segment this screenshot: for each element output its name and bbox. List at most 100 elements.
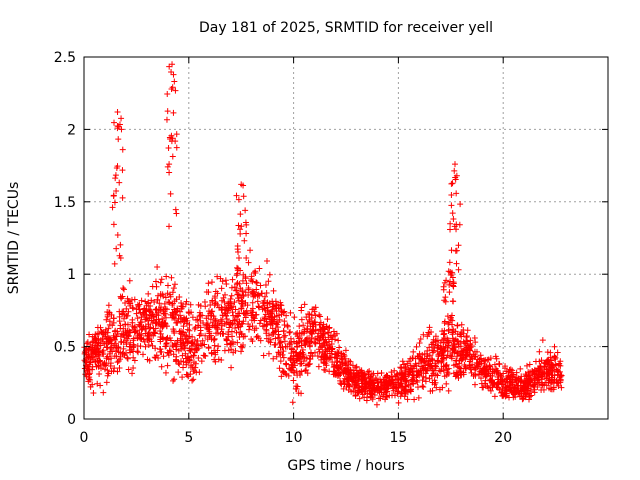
data-point <box>467 356 474 363</box>
data-point <box>410 374 417 381</box>
data-point <box>256 320 263 327</box>
peak-point <box>448 247 455 254</box>
data-point <box>286 365 293 372</box>
data-point <box>93 337 100 344</box>
data-point <box>170 377 177 384</box>
data-point <box>523 362 530 369</box>
data-point <box>261 297 268 304</box>
peak-point <box>445 321 452 328</box>
data-point <box>221 304 228 311</box>
peak-point <box>448 202 455 209</box>
data-point <box>490 381 497 388</box>
data-point <box>223 280 230 287</box>
data-point <box>90 389 97 396</box>
data-point <box>320 336 327 343</box>
data-point <box>298 330 305 337</box>
peak-point <box>451 223 458 230</box>
data-point <box>402 371 409 378</box>
data-point <box>103 340 110 347</box>
data-point <box>138 297 145 304</box>
data-point <box>477 352 484 359</box>
data-point <box>414 384 421 391</box>
data-point <box>328 341 335 348</box>
data-point <box>219 312 226 319</box>
peak-point <box>449 210 456 217</box>
data-point <box>199 337 206 344</box>
data-point <box>173 346 180 353</box>
peak-point <box>173 131 180 138</box>
data-point <box>455 338 462 345</box>
peak-point <box>440 331 447 338</box>
data-point <box>403 383 410 390</box>
data-point <box>137 319 144 326</box>
data-point <box>157 338 164 345</box>
peak-point <box>447 316 454 323</box>
data-point <box>156 346 163 353</box>
peak-point <box>168 86 175 93</box>
peak-point <box>449 329 456 336</box>
data-point <box>430 347 437 354</box>
data-point <box>233 329 240 336</box>
data-point <box>333 330 340 337</box>
data-point <box>250 314 257 321</box>
data-point <box>328 354 335 361</box>
data-point <box>268 310 275 317</box>
data-point <box>276 365 283 372</box>
peak-point <box>164 108 171 115</box>
data-point <box>487 372 494 379</box>
data-point <box>251 291 258 298</box>
data-point <box>289 399 296 406</box>
data-point <box>195 354 202 361</box>
data-point <box>303 362 310 369</box>
peak-point <box>453 190 460 197</box>
data-point <box>177 308 184 315</box>
data-point <box>105 302 112 309</box>
data-point <box>245 291 252 298</box>
data-point <box>458 357 465 364</box>
data-point <box>144 332 151 339</box>
peak-point <box>114 232 121 239</box>
data-point <box>412 360 419 367</box>
data-point <box>230 341 237 348</box>
data-point <box>322 367 329 374</box>
data-point <box>517 365 524 372</box>
data-point <box>472 371 479 378</box>
data-point <box>265 278 272 285</box>
data-point <box>175 369 182 376</box>
peak-point <box>166 223 173 230</box>
data-point <box>486 363 493 370</box>
data-point <box>312 322 319 329</box>
data-point <box>429 356 436 363</box>
y-tick-label: 0.5 <box>54 340 76 356</box>
data-point <box>187 301 194 308</box>
data-point <box>384 372 391 379</box>
peak-point <box>111 199 118 206</box>
data-point <box>382 384 389 391</box>
data-point <box>342 347 349 354</box>
peak-point <box>171 78 178 85</box>
data-point <box>171 298 178 305</box>
data-point <box>228 346 235 353</box>
data-point <box>395 399 402 406</box>
data-point <box>464 338 471 345</box>
data-point <box>352 374 359 381</box>
data-point <box>533 370 540 377</box>
data-point <box>146 325 153 332</box>
data-point <box>342 355 349 362</box>
data-point <box>481 380 488 387</box>
data-point <box>189 340 196 347</box>
data-point <box>167 337 174 344</box>
data-point <box>355 378 362 385</box>
data-point <box>190 359 197 366</box>
data-point <box>280 354 287 361</box>
peak-point <box>164 163 171 170</box>
data-point <box>111 334 118 341</box>
data-point <box>232 306 239 313</box>
data-point <box>284 323 291 330</box>
data-point <box>120 339 127 346</box>
data-point <box>151 354 158 361</box>
peak-point <box>447 226 454 233</box>
data-point <box>135 302 142 309</box>
data-point <box>434 372 441 379</box>
peak-point <box>233 192 240 199</box>
